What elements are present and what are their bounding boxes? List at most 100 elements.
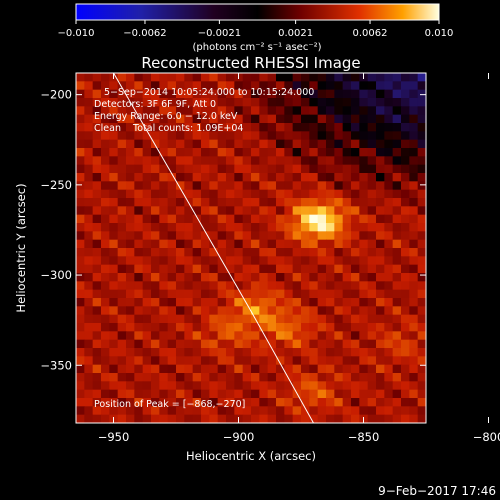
heatmap-cell	[134, 114, 144, 124]
heatmap-cell	[417, 331, 426, 341]
heatmap-cell	[142, 198, 152, 207]
heatmap-cell	[367, 156, 377, 166]
heatmap-cell	[317, 289, 327, 299]
heatmap-cell	[334, 331, 344, 341]
heatmap-cell	[184, 256, 194, 266]
heatmap-cell	[167, 373, 177, 382]
heatmap-cell	[134, 73, 144, 82]
heatmap-cell	[309, 123, 319, 132]
heatmap-cell	[201, 198, 210, 207]
heatmap-cell	[359, 373, 369, 382]
heatmap-cell	[301, 148, 310, 157]
heatmap-cell	[309, 314, 319, 324]
heatmap-cell	[334, 356, 344, 366]
heatmap-cell	[292, 248, 302, 257]
heatmap-cell	[259, 173, 269, 182]
heatmap-cell	[317, 306, 327, 316]
heatmap-cell	[126, 339, 135, 349]
heatmap-cell	[92, 123, 102, 132]
heatmap-cell	[392, 156, 402, 166]
heatmap-cell	[84, 173, 94, 182]
heatmap-cell	[276, 414, 285, 423]
heatmap-cell	[326, 339, 335, 349]
heatmap-cell	[142, 148, 152, 157]
heatmap-cell	[326, 89, 335, 99]
heatmap-cell	[217, 273, 227, 282]
heatmap-cell	[109, 306, 119, 316]
heatmap-cell	[392, 73, 402, 82]
heatmap-cell	[367, 214, 377, 224]
heatmap-cell	[284, 231, 294, 241]
heatmap-cell	[409, 139, 419, 149]
heatmap-cell	[276, 89, 285, 99]
heatmap-cell	[84, 206, 94, 216]
heatmap-cell	[242, 306, 252, 316]
heatmap-cell	[409, 223, 419, 232]
heatmap-cell	[226, 239, 235, 249]
heatmap-cell	[201, 381, 210, 391]
heatmap-cell	[151, 264, 160, 274]
heatmap-cell	[284, 106, 294, 116]
heatmap-cell	[142, 231, 152, 241]
heatmap-cell	[201, 306, 210, 316]
heatmap-cell	[259, 123, 269, 132]
heatmap-cell	[192, 181, 202, 191]
heatmap-cell	[384, 148, 394, 157]
x-tick-label: −850	[348, 430, 380, 444]
heatmap-cell	[317, 373, 327, 382]
heatmap-cell	[401, 306, 410, 316]
heatmap-cell	[267, 114, 277, 124]
heatmap-cell	[301, 173, 310, 182]
heatmap-cell	[151, 289, 160, 299]
heatmap-cell	[151, 164, 160, 174]
heatmap-cell	[259, 164, 269, 174]
heatmap-cell	[234, 289, 244, 299]
colorbar-ticks: −0.010 −0.0062 −0.0021 0.0021 0.0062 0.010	[57, 20, 453, 39]
heatmap-cell	[92, 256, 102, 266]
heatmap-cell	[84, 248, 94, 257]
heatmap-cell	[267, 289, 277, 299]
heatmap-cell	[92, 114, 102, 124]
heatmap-cell	[184, 181, 194, 191]
heatmap-cell	[409, 364, 419, 374]
heatmap-cell	[117, 323, 127, 332]
heatmap-cell	[367, 398, 377, 407]
heatmap-cell	[242, 414, 252, 423]
heatmap-cell	[134, 348, 144, 357]
heatmap-cell	[209, 173, 219, 182]
heatmap-cell	[192, 406, 202, 416]
heatmap-cell	[342, 248, 352, 257]
heatmap-cell	[251, 148, 260, 157]
heatmap-cell	[376, 206, 385, 216]
heatmap-cell	[226, 256, 235, 266]
heatmap-cell	[317, 98, 327, 107]
heatmap-cell	[301, 81, 310, 91]
heatmap-cell	[384, 389, 394, 399]
heatmap-cell	[309, 339, 319, 349]
heatmap-cell	[292, 273, 302, 282]
heatmap-cell	[92, 289, 102, 299]
heatmap-cell	[176, 406, 185, 416]
heatmap-cell	[84, 231, 94, 241]
heatmap-cell	[376, 364, 385, 374]
heatmap-cell	[317, 131, 327, 141]
heatmap-cell	[292, 198, 302, 207]
heatmap-cell	[409, 373, 419, 382]
heatmap-cell	[192, 256, 202, 266]
heatmap-cell	[401, 239, 410, 249]
heatmap-cell	[117, 364, 127, 374]
heatmap-cell	[209, 256, 219, 266]
heatmap-cell	[126, 189, 135, 199]
heatmap-cell	[326, 98, 335, 107]
heatmap-cell	[351, 281, 360, 291]
heatmap-cell	[109, 364, 119, 374]
heatmap-cell	[251, 114, 260, 124]
heatmap-cell	[292, 298, 302, 307]
heatmap-cell	[417, 131, 426, 141]
heatmap-cell	[384, 98, 394, 107]
heatmap-cell	[309, 273, 319, 282]
heatmap-cell	[259, 306, 269, 316]
heatmap-cell	[167, 173, 177, 182]
heatmap-cell	[251, 281, 260, 291]
heatmap-cell	[251, 373, 260, 382]
